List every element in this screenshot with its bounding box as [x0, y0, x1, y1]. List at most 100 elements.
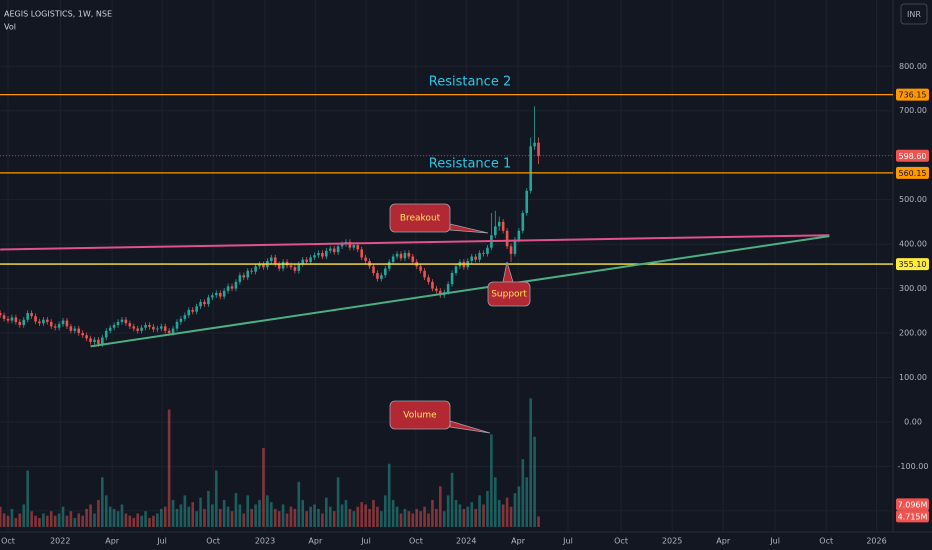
volume-bar: [132, 517, 136, 527]
last-volume-label: 4.715M: [898, 512, 928, 521]
volume-bar: [395, 506, 399, 527]
annotation-box: [389, 400, 451, 430]
volume-bar: [403, 508, 407, 527]
volume-bar: [474, 508, 477, 527]
volume-bar: [246, 495, 250, 527]
volume-bar: [317, 508, 320, 527]
volume-bar: [85, 508, 88, 527]
candle-body: [81, 333, 84, 336]
candle-body: [120, 319, 124, 322]
volume-bar: [285, 513, 289, 527]
volume-bar: [482, 504, 485, 527]
volume-bar: [120, 504, 124, 527]
candle-body: [69, 326, 73, 331]
volume-bar: [144, 511, 147, 527]
candle-body: [167, 330, 171, 334]
annotation-text: Breakout: [400, 214, 441, 224]
volume-bar: [218, 508, 222, 527]
candle-body: [364, 257, 367, 261]
volume-bar: [419, 511, 422, 527]
x-tick-label: Apr: [105, 537, 120, 546]
volume-bar: [77, 513, 81, 527]
candle-body: [501, 221, 505, 231]
candle-body: [214, 293, 218, 296]
volume-bar: [179, 504, 183, 527]
annotation-text: Volume: [403, 411, 437, 421]
candle-body: [293, 267, 297, 271]
candle-body: [478, 252, 481, 260]
annotation-text: Resistance 1: [429, 157, 511, 172]
candle-body: [387, 261, 391, 269]
volume-bar: [321, 513, 324, 527]
candle-body: [521, 212, 525, 231]
level-tag: [896, 258, 929, 271]
volume-bar: [293, 508, 297, 527]
volume-bar: [431, 499, 434, 527]
volume-bar: [203, 508, 206, 527]
volume-bar: [195, 511, 198, 527]
volume-bar: [81, 515, 84, 527]
candle-body: [156, 328, 159, 330]
candle-body: [65, 320, 69, 327]
x-tick-label: 2026: [866, 537, 886, 546]
candle-body: [254, 266, 257, 272]
annotation-text: Support: [491, 290, 527, 300]
x-tick-label: Oct: [206, 537, 220, 546]
volume-bar: [112, 508, 116, 527]
x-tick-label: 2022: [50, 537, 70, 546]
volume-bar: [167, 409, 171, 527]
overlay-layer: 736.15 560.15 355.10 598.60 7.096M 4.715M Resi…: [0, 75, 929, 523]
candle-body: [376, 273, 379, 279]
trendline: [0, 234, 830, 251]
candle-body: [46, 319, 49, 322]
chart-title: AEGIS LOGISTICS, 1W, NSE: [4, 10, 112, 19]
x-tick-label: Apr: [511, 537, 526, 546]
volume-bar: [156, 513, 159, 527]
candle-body: [246, 270, 250, 278]
volume-bar: [325, 497, 328, 527]
candle-body: [494, 226, 497, 236]
level-tag-label: 736.15: [899, 91, 927, 100]
volume-bar: [368, 508, 371, 527]
volume-bar: [10, 508, 14, 527]
volume-bar: [372, 499, 375, 527]
volume-bar: [136, 513, 139, 527]
volume-bar: [262, 447, 265, 527]
volume-bar: [234, 493, 238, 527]
last-price-label: 598.60: [899, 152, 927, 161]
candle-body: [403, 252, 407, 259]
currency-label[interactable]: INR: [907, 10, 921, 19]
volume-bar: [0, 506, 2, 527]
volume-bar: [152, 515, 155, 527]
candle-body: [411, 256, 415, 262]
candle-body: [258, 264, 261, 267]
x-tick-label: Oct: [409, 537, 423, 546]
x-tick-label: Oct: [614, 537, 628, 546]
volume-bar: [490, 434, 493, 527]
volume-bar: [30, 511, 33, 527]
annotation-box: [389, 203, 451, 233]
candle-body: [427, 277, 430, 282]
y-tick-label: 300.00: [899, 284, 927, 293]
candle-body: [407, 252, 411, 257]
candle-body: [108, 327, 112, 331]
candle-body: [226, 286, 230, 291]
candle-body: [313, 255, 316, 258]
last-volume-tag: [896, 510, 929, 523]
candle-body: [262, 264, 265, 268]
volume-bar: [65, 515, 69, 527]
volume-bar: [486, 490, 489, 527]
volume-bar: [309, 506, 312, 527]
candle-body: [454, 266, 458, 274]
currency-button[interactable]: [900, 3, 928, 25]
volume-bar: [525, 477, 529, 527]
candle-body: [148, 325, 151, 327]
candle-body: [49, 321, 53, 327]
volume-bar: [336, 477, 340, 527]
y-tick-label: -100.00: [898, 462, 929, 471]
candle-body: [93, 339, 96, 342]
volume-bar: [383, 495, 387, 527]
volume-bar: [297, 481, 301, 527]
